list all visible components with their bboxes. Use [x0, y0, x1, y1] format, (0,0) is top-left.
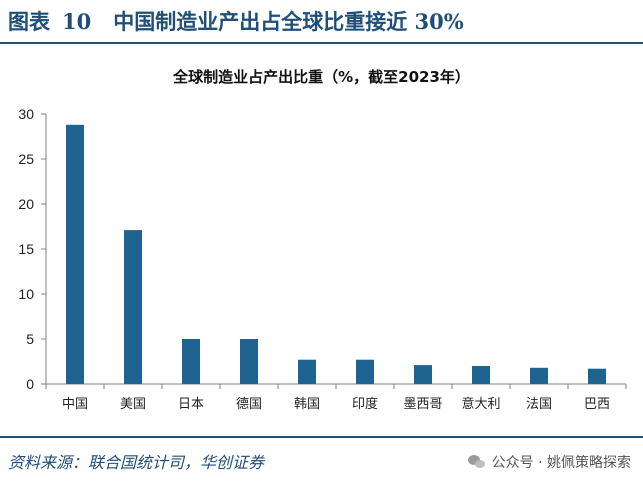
bar [66, 124, 84, 385]
x-tick-label: 韩国 [294, 397, 320, 412]
x-tick-label: 法国 [526, 397, 552, 412]
figure-title-text: 中国制造业产出占全球比重接近 30% [113, 9, 464, 34]
x-tick-label: 日本 [178, 397, 204, 412]
x-tick-label: 中国 [62, 397, 88, 412]
bar [124, 230, 142, 384]
bar [356, 359, 374, 384]
x-tick-label: 墨西哥 [403, 397, 442, 412]
bar [530, 367, 548, 384]
bar [182, 339, 200, 384]
figure-title: 图表 10 中国制造业产出占全球比重接近 30% [8, 6, 464, 36]
bar [472, 366, 490, 384]
bar [588, 368, 606, 384]
figure-number: 10 [62, 8, 92, 34]
y-tick-label: 20 [18, 196, 34, 212]
source-note: 资料来源：联合国统计司，华创证券 [8, 453, 265, 472]
bar [414, 365, 432, 384]
x-tick-label: 巴西 [584, 397, 610, 412]
watermark: 公众号 · 姚佩策略探索 [467, 452, 631, 472]
y-tick-label: 10 [18, 286, 34, 302]
x-tick-label: 印度 [352, 396, 378, 412]
y-tick-label: 25 [18, 151, 34, 167]
y-tick-label: 5 [26, 331, 34, 347]
watermark-text: 公众号 · 姚佩策略探索 [491, 455, 631, 471]
chart-title: 全球制造业占产出比重（%，截至2023年） [173, 68, 470, 86]
wechat-icon [467, 455, 486, 469]
bottom-divider [0, 436, 643, 438]
bar-chart: 0 5 10 15 20 25 30 中国 美国 日本 德国 韩国 印度 墨西哥 意大利 法国 巴西 [18, 106, 627, 412]
bar [240, 339, 258, 384]
y-tick-label: 30 [18, 106, 34, 122]
y-tick-label: 0 [26, 376, 34, 392]
bar [298, 359, 316, 384]
x-tick-label: 意大利 [461, 396, 500, 412]
x-tick-label: 美国 [120, 397, 146, 412]
top-divider [0, 42, 643, 44]
y-tick-label: 15 [18, 241, 34, 257]
figure-label: 图表 [8, 9, 50, 34]
x-tick-label: 德国 [236, 397, 262, 412]
